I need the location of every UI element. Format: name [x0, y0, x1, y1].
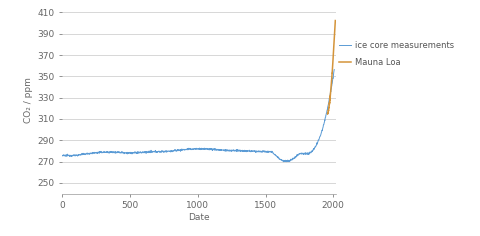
ice core measurements — [281, 160, 287, 163]
ice core measurements — [208, 147, 214, 150]
ice core measurements — [178, 149, 183, 152]
Legend: ice core measurements, Mauna Loa: ice core measurements, Mauna Loa — [339, 41, 455, 67]
Line: ice core measurements: ice core measurements — [62, 70, 334, 162]
Mauna Loa — [327, 96, 333, 99]
Mauna Loa — [330, 67, 336, 69]
Mauna Loa — [325, 112, 331, 115]
Mauna Loa — [330, 56, 336, 59]
Mauna Loa — [328, 90, 334, 93]
Line: Mauna Loa: Mauna Loa — [328, 21, 336, 114]
ice core measurements — [203, 148, 208, 150]
Mauna Loa — [330, 56, 336, 59]
ice core measurements — [60, 154, 65, 157]
ice core measurements — [151, 150, 157, 153]
X-axis label: Date: Date — [188, 213, 210, 222]
ice core measurements — [331, 68, 337, 71]
Mauna Loa — [325, 112, 331, 115]
ice core measurements — [105, 151, 111, 153]
Mauna Loa — [333, 19, 338, 22]
Mauna Loa — [325, 109, 331, 111]
ice core measurements — [96, 151, 101, 154]
Y-axis label: CO₂ / ppm: CO₂ / ppm — [24, 77, 33, 123]
